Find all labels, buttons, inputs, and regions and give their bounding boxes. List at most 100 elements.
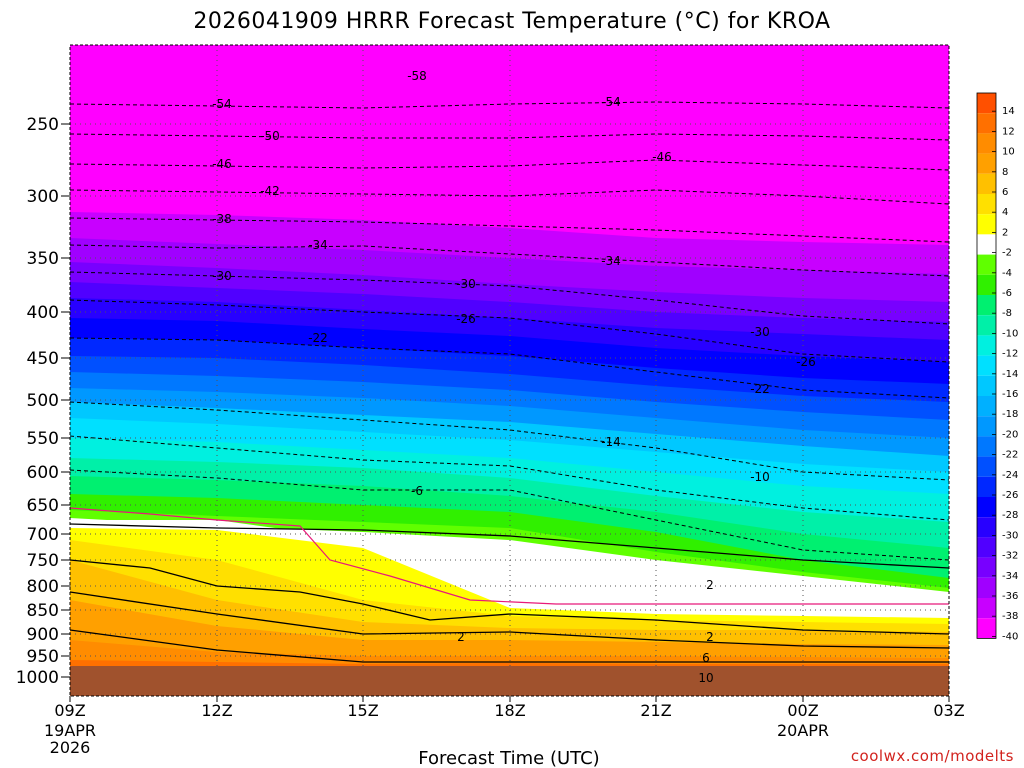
legend-label: 4 (1002, 207, 1008, 218)
legend-swatch (977, 133, 996, 154)
legend-swatch (977, 355, 996, 376)
legend-label: -34 (1002, 571, 1018, 582)
contour-label: -34 (308, 238, 328, 252)
contour-label: 2 (457, 630, 465, 644)
legend-swatch (977, 517, 996, 538)
contour-line (70, 159, 949, 171)
contour-label: 2 (706, 630, 714, 644)
y-tick-label: 950 (27, 647, 59, 667)
legend-swatch (977, 234, 996, 255)
y-tick-label: 600 (27, 463, 59, 483)
legend-label: -36 (1002, 591, 1018, 602)
contour-label: -58 (407, 69, 427, 83)
legend-swatch (977, 335, 996, 356)
contour-line (70, 299, 949, 363)
contour-line (70, 101, 949, 109)
legend-swatch (977, 396, 996, 417)
contour-label: -38 (212, 212, 232, 226)
legend-swatch (977, 456, 996, 477)
legend-label: -6 (1002, 288, 1012, 299)
y-tick-label: 700 (27, 525, 59, 545)
legend-label: -26 (1002, 490, 1018, 501)
legend-swatch (977, 153, 996, 174)
legend-swatch (977, 254, 996, 275)
y-tick-label: 650 (27, 496, 59, 516)
legend-swatch (977, 416, 996, 437)
legend-label: 14 (1002, 106, 1015, 117)
x-tick-label: 15Z (347, 701, 378, 720)
y-tick-label: 500 (27, 391, 59, 411)
contour-label: 10 (698, 671, 713, 685)
ground-below-surface (70, 666, 949, 696)
contour-label: -34 (601, 254, 621, 268)
contour-label: -10 (750, 470, 770, 484)
legend-label: -12 (1002, 349, 1018, 360)
contour-label: -54 (212, 97, 232, 111)
y-tick-label: 350 (27, 249, 59, 269)
legend-swatch (977, 113, 996, 134)
legend-swatch (977, 557, 996, 578)
x-tick-label: 00Z (787, 701, 818, 720)
legend-swatch (977, 214, 996, 235)
y-tick-label: 300 (27, 187, 59, 207)
contour-line (70, 271, 949, 325)
contour-line (70, 435, 949, 521)
legend-swatch (977, 537, 996, 558)
legend-label: -10 (1002, 328, 1018, 339)
x-tick-label: 18Z (494, 701, 525, 720)
plot-area (70, 45, 949, 696)
contour-line (70, 217, 949, 243)
legend-swatch (977, 194, 996, 215)
legend-swatch (977, 577, 996, 598)
credit-text: coolwx.com/modelts (851, 747, 1014, 765)
chart-title: 2026041909 HRRR Forecast Temperature (°C… (193, 9, 830, 34)
legend-label: -30 (1002, 530, 1018, 541)
y-tick-label: 750 (27, 551, 59, 571)
legend-swatch (977, 93, 996, 114)
legend-label: 12 (1002, 126, 1015, 137)
contour-line (70, 244, 949, 277)
legend-label: -4 (1002, 268, 1012, 279)
y-axis-tick-labels: 250 300 350 400 450 500 550 600 650 700 750 800 850 9… (16, 115, 70, 688)
x-tick-label: 12Z (201, 701, 232, 720)
legend-label: -40 (1002, 631, 1018, 642)
contour-label: -50 (260, 129, 280, 143)
legend-label: -32 (1002, 551, 1018, 562)
legend-swatch (977, 436, 996, 457)
legend-swatch (977, 476, 996, 497)
legend-label: 2 (1002, 227, 1008, 238)
contour-label: -26 (456, 312, 476, 326)
legend-swatch (977, 375, 996, 396)
x-tick-sublabel: 20APR (777, 721, 829, 740)
legend-label: -38 (1002, 611, 1018, 622)
y-tick-label: 850 (27, 601, 59, 621)
contour-line (70, 629, 949, 663)
contour-label: -42 (260, 184, 280, 198)
legend-swatch (977, 618, 996, 639)
y-tick-label: 550 (27, 429, 59, 449)
y-tick-label: 900 (27, 625, 59, 645)
contour-lines (70, 101, 949, 663)
contour-line (70, 401, 949, 481)
contour-label: -46 (652, 150, 672, 164)
x-axis-label: Forecast Time (UTC) (418, 748, 599, 768)
legend-label: 8 (1002, 167, 1008, 178)
contour-label: -30 (750, 325, 770, 339)
y-tick-label: 1000 (16, 668, 59, 688)
legend-label: -2 (1002, 248, 1012, 259)
legend-label: -14 (1002, 369, 1018, 380)
contour-line (70, 469, 949, 561)
legend-label: -22 (1002, 450, 1018, 461)
contour-line (70, 189, 949, 205)
legend-swatch (977, 274, 996, 295)
legend-label: -16 (1002, 389, 1018, 400)
legend-swatch (977, 598, 996, 619)
y-tick-label: 400 (27, 303, 59, 323)
legend-label: -24 (1002, 470, 1018, 481)
legend-swatch (977, 295, 996, 316)
zero-degree-contour (70, 507, 949, 605)
y-tick-label: 800 (27, 577, 59, 597)
legend-label: -20 (1002, 429, 1018, 440)
